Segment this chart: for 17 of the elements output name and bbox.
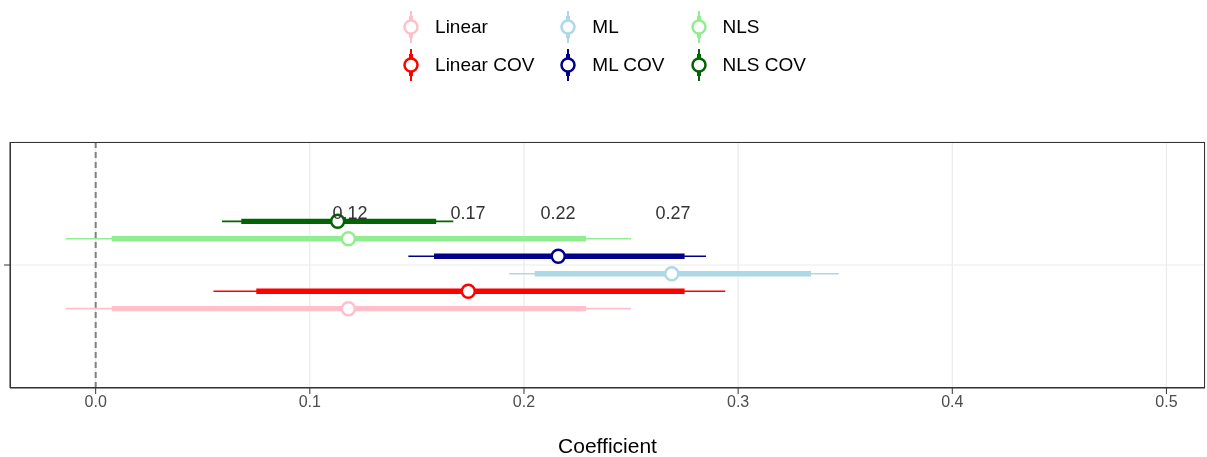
- annotation: 0.17: [450, 202, 486, 224]
- legend-label: ML: [592, 16, 619, 38]
- legend-label: Linear COV: [435, 54, 535, 76]
- legend-label: ML COV: [592, 54, 665, 76]
- legend-label: NLS: [722, 16, 760, 38]
- annotation: 0.27: [655, 202, 691, 224]
- annotation: 0.12: [332, 202, 368, 224]
- x-axis-title: Coefficient: [558, 434, 658, 457]
- legend-label: Linear: [435, 16, 488, 38]
- x-tick-label: 0.3: [727, 393, 750, 411]
- x-tick-label: 0.0: [84, 393, 107, 411]
- x-tick-label: 0.5: [1155, 393, 1178, 411]
- annotation: 0.22: [540, 202, 576, 224]
- x-tick-label: 0.4: [941, 393, 964, 411]
- x-tick-label: 0.2: [512, 393, 536, 411]
- x-tick-label: 0.1: [298, 393, 322, 411]
- legend-label: NLS COV: [722, 54, 806, 76]
